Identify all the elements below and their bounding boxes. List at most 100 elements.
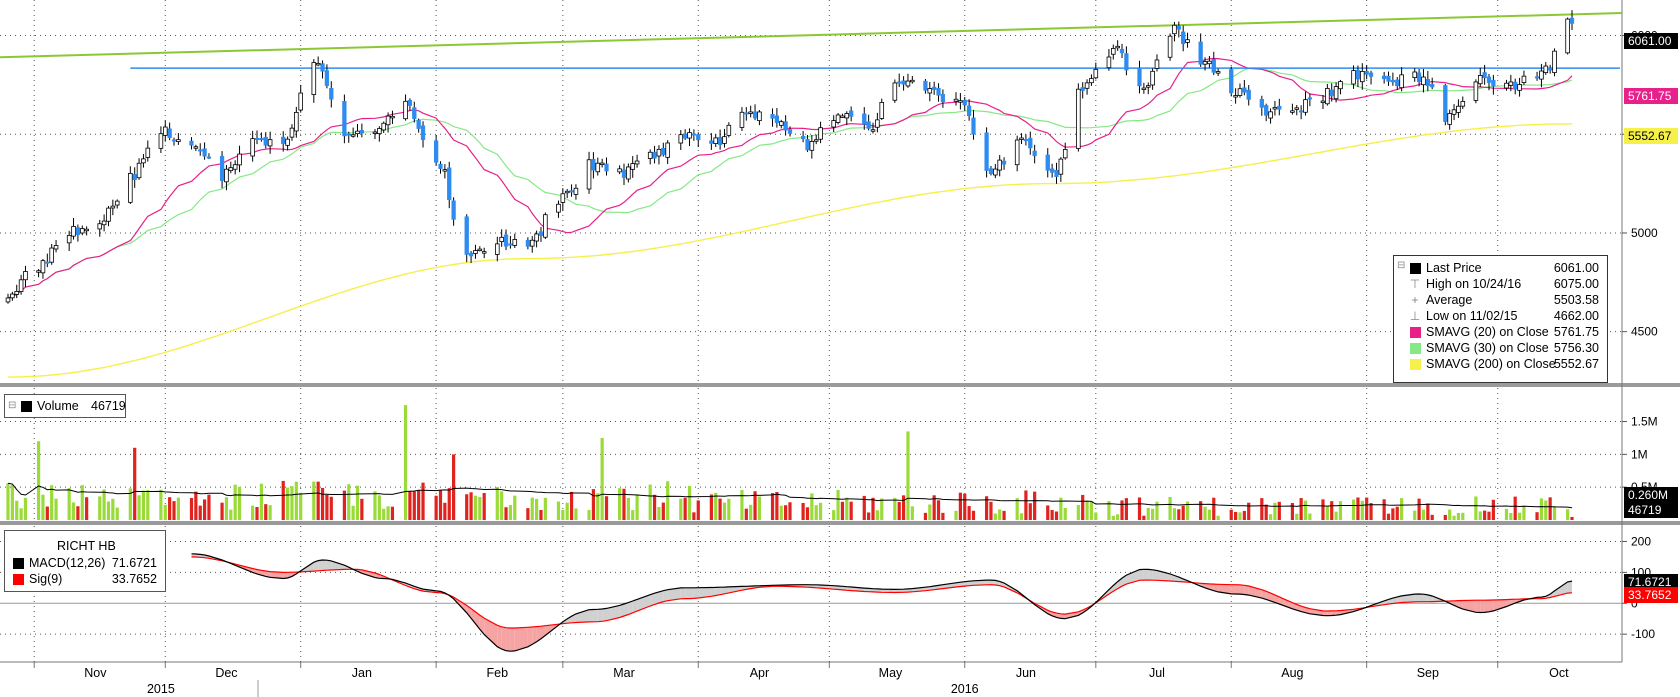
macd-fill bbox=[1392, 596, 1398, 604]
legend-name: Average bbox=[1426, 293, 1473, 307]
volume-bar-down bbox=[591, 489, 596, 520]
volume-bar-down bbox=[661, 502, 665, 520]
candle-up bbox=[141, 158, 146, 164]
candle-up bbox=[879, 102, 885, 119]
macd-fill bbox=[1423, 594, 1428, 602]
candle-up bbox=[512, 239, 518, 246]
volume-legend-row: ⊟ Volume 46719 bbox=[5, 398, 126, 414]
candle-up bbox=[1110, 48, 1116, 55]
macd-fill bbox=[1488, 600, 1494, 612]
macd-fill bbox=[685, 587, 690, 599]
candle-down bbox=[1137, 67, 1142, 87]
volume-bar-down bbox=[320, 487, 325, 520]
macd-fill bbox=[593, 609, 598, 622]
volume-bar-up bbox=[377, 495, 381, 520]
candle-down bbox=[433, 140, 439, 163]
macd-fill bbox=[1550, 590, 1555, 598]
volume-bar-down bbox=[775, 492, 779, 520]
candle-up bbox=[573, 187, 579, 195]
candle-up bbox=[678, 134, 684, 144]
macd-fill bbox=[540, 625, 546, 639]
volume-avg-label: 0.260M bbox=[1628, 488, 1668, 502]
volume-bar-up bbox=[1522, 505, 1526, 520]
macd-fill bbox=[313, 560, 319, 572]
volume-bar-down bbox=[967, 506, 971, 520]
volume-bar-down bbox=[329, 496, 333, 520]
volume-bar-down bbox=[133, 447, 137, 520]
candle-up bbox=[1360, 70, 1365, 83]
candle-down bbox=[1198, 41, 1203, 65]
collapse-icon[interactable]: ⊟ bbox=[8, 400, 17, 411]
month-label: Jul bbox=[1149, 666, 1165, 680]
volume-bar-up bbox=[10, 485, 14, 520]
volume-bar-up bbox=[1334, 511, 1338, 520]
candle-up bbox=[101, 220, 107, 226]
candle-down bbox=[1277, 105, 1282, 110]
macd-fill bbox=[597, 608, 603, 622]
macd-fill bbox=[484, 618, 498, 647]
macd-fill bbox=[711, 587, 716, 597]
candle-up bbox=[564, 190, 570, 194]
candle-down bbox=[1386, 75, 1391, 82]
candle-down bbox=[1176, 25, 1181, 30]
candle-up bbox=[390, 115, 395, 119]
volume-bar-up bbox=[137, 495, 141, 520]
macd-fill bbox=[877, 588, 882, 593]
candle-up bbox=[1215, 71, 1221, 74]
volume-bar-up bbox=[556, 501, 561, 520]
volume-bar-up bbox=[993, 513, 997, 520]
candle-up bbox=[1477, 74, 1483, 85]
volume-bar-up bbox=[657, 506, 661, 520]
macd-fill bbox=[698, 587, 712, 599]
candle-up bbox=[687, 132, 692, 139]
volume-bar-down bbox=[1229, 509, 1233, 520]
volume-bar-down bbox=[1513, 496, 1517, 520]
legend-value: 5552.67 bbox=[1553, 357, 1599, 371]
volume-bar-down bbox=[1483, 510, 1487, 520]
candle-up bbox=[106, 207, 111, 222]
macd-fill bbox=[1126, 569, 1140, 585]
month-label: Oct bbox=[1549, 666, 1569, 680]
candle-up bbox=[1456, 105, 1461, 113]
volume-bar-up bbox=[687, 485, 692, 520]
price-sma20-label-bg bbox=[1624, 88, 1678, 104]
legend-item: ⊤ High on 10/24/16 6075.00 bbox=[1394, 276, 1607, 292]
macd-fill bbox=[894, 589, 900, 593]
candle-down bbox=[1028, 137, 1033, 149]
volume-bar-up bbox=[1509, 512, 1513, 520]
volume-bar-down bbox=[198, 505, 202, 520]
candle-up bbox=[71, 226, 76, 237]
candle-up bbox=[726, 124, 732, 136]
macd-fill bbox=[1213, 584, 1219, 592]
macd-fill bbox=[331, 560, 345, 570]
macd-value-label: 71.6721 bbox=[1628, 575, 1672, 589]
candle-up bbox=[1504, 82, 1509, 89]
volume-bar-up bbox=[355, 485, 360, 520]
macd-fill bbox=[1117, 578, 1123, 589]
candle-up bbox=[128, 173, 133, 203]
macd-fill bbox=[1331, 610, 1337, 616]
candle-down bbox=[259, 138, 264, 141]
volume-bar-down bbox=[1443, 514, 1447, 520]
candle-down bbox=[569, 190, 574, 193]
volume-bar-up bbox=[285, 487, 290, 520]
candle-down bbox=[1430, 83, 1435, 88]
volume-bar-up bbox=[80, 485, 84, 520]
volume-bar-down bbox=[1033, 491, 1037, 520]
volume-bar-down bbox=[718, 498, 722, 520]
volume-bar-up bbox=[1461, 512, 1465, 520]
macd-fill bbox=[1270, 593, 1275, 603]
volume-bar-down bbox=[1050, 510, 1054, 520]
candle-up bbox=[499, 236, 504, 243]
volume-bar-up bbox=[237, 486, 242, 520]
legend-symbol-icon: ⊤ bbox=[1409, 277, 1421, 291]
macd-fill bbox=[270, 571, 284, 579]
volume-bar-up bbox=[818, 502, 823, 520]
volume-bar-up bbox=[1360, 500, 1364, 520]
legend-swatch bbox=[1410, 343, 1421, 354]
volume-bar-up bbox=[543, 497, 547, 520]
volume-bar-up bbox=[268, 505, 272, 520]
collapse-icon[interactable]: ⊟ bbox=[1397, 260, 1406, 271]
legend-swatch bbox=[1410, 263, 1421, 274]
volume-bar-up bbox=[141, 490, 146, 520]
